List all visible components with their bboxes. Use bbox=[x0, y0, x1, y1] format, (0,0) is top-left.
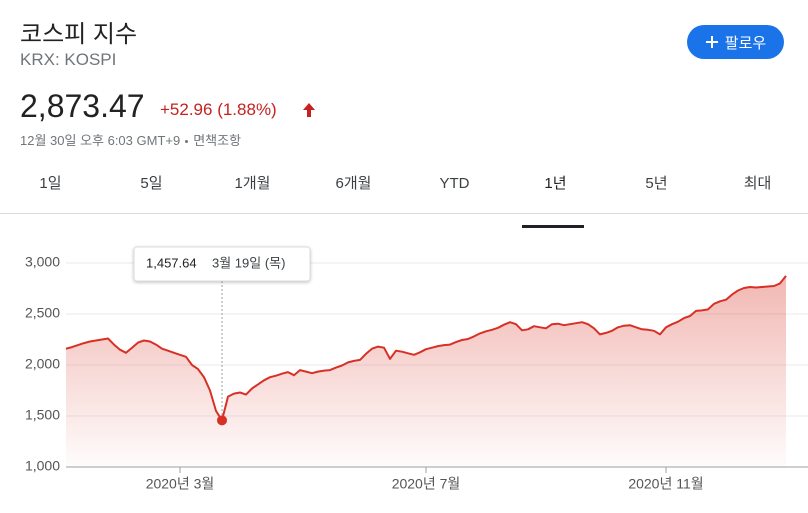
tab[interactable]: YTD bbox=[439, 175, 470, 192]
x-tick-label: 2020년 11월 bbox=[628, 476, 703, 492]
tab[interactable]: 5일 bbox=[140, 175, 163, 192]
line bbox=[65, 275, 787, 422]
y-tick-label: 3,000 bbox=[25, 254, 60, 270]
tooltip: 1,457.64 3월 19일 (목) bbox=[133, 246, 311, 282]
chart: 1,000 1,500 2,000 2,500 3,000 2020년 3월 2020년 7… bbox=[25, 246, 808, 492]
tab[interactable]: 최대 bbox=[743, 175, 772, 192]
timestamp-row: 12월 30일 오후 6:03 GMT+9 면책조항 bbox=[20, 130, 241, 149]
title: 코스피 지수 bbox=[20, 21, 138, 48]
separator bbox=[185, 140, 189, 144]
tooltip-value: 1,457.64 bbox=[146, 255, 197, 270]
area bbox=[66, 275, 786, 467]
follow-label: 팔로우 bbox=[724, 34, 767, 52]
plus-icon bbox=[705, 36, 718, 48]
y-tick-label: 2,000 bbox=[25, 356, 60, 372]
tab-selected[interactable]: 1년 bbox=[505, 170, 606, 228]
ticker: KRX: KOSPI bbox=[20, 50, 117, 69]
x-tick-label: 2020년 3월 bbox=[146, 476, 215, 492]
tab[interactable]: 5년 bbox=[645, 175, 668, 192]
x-tick-label: 2020년 7월 bbox=[392, 476, 461, 492]
y-tick-label: 2,500 bbox=[25, 305, 60, 321]
y-tick-label: 1,000 bbox=[25, 458, 60, 474]
hover-point bbox=[217, 415, 227, 426]
up-arrow bbox=[303, 103, 315, 117]
price: 2,873.47 bbox=[20, 88, 145, 124]
tooltip-date: 3월 19일 (목) bbox=[212, 255, 285, 270]
y-tick-label: 1,500 bbox=[25, 407, 60, 423]
tab[interactable]: 1개월 bbox=[234, 175, 271, 192]
tab[interactable]: 6개월 bbox=[335, 175, 372, 192]
timestamp: 12월 30일 오후 6:03 GMT+9 bbox=[20, 133, 181, 148]
range-tabs: 1일 5일 1개월 6개월 YTD 1년 5년 최대 bbox=[0, 170, 808, 228]
follow-button[interactable]: 팔로우 bbox=[687, 25, 784, 59]
tab[interactable]: 1일 bbox=[39, 175, 62, 192]
tooltip-box bbox=[133, 246, 311, 282]
price-change: +52.96 (1.88%) bbox=[160, 100, 277, 119]
disclaimer-link[interactable]: 면책조항 bbox=[193, 133, 242, 148]
